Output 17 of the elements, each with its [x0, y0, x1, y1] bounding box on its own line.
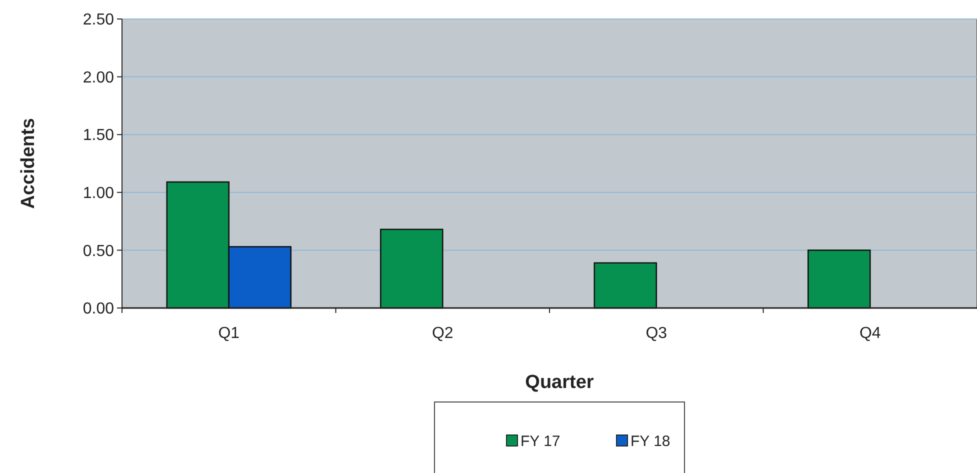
- x-axis-title: Quarter: [525, 372, 594, 393]
- x-tick-label: Q3: [646, 325, 668, 342]
- x-tick-label: Q2: [432, 325, 454, 342]
- x-tick-label: Q4: [859, 325, 881, 342]
- legend-label: FY 18: [630, 433, 670, 450]
- x-tick-label: Q1: [218, 325, 240, 342]
- y-tick-label: 2.50: [82, 12, 114, 29]
- bar: [807, 250, 871, 309]
- y-tick-label: 1.50: [82, 127, 114, 144]
- y-tick-label: 2.00: [82, 69, 114, 86]
- legend-label: FY 17: [520, 433, 560, 450]
- y-tick-label: 0.50: [82, 242, 114, 260]
- bar: [594, 262, 658, 309]
- y-axis-title: Accidents: [18, 118, 39, 209]
- bar: [380, 228, 444, 309]
- y-tick-label: 0.00: [82, 300, 114, 318]
- y-tick-label: 1.00: [82, 185, 114, 202]
